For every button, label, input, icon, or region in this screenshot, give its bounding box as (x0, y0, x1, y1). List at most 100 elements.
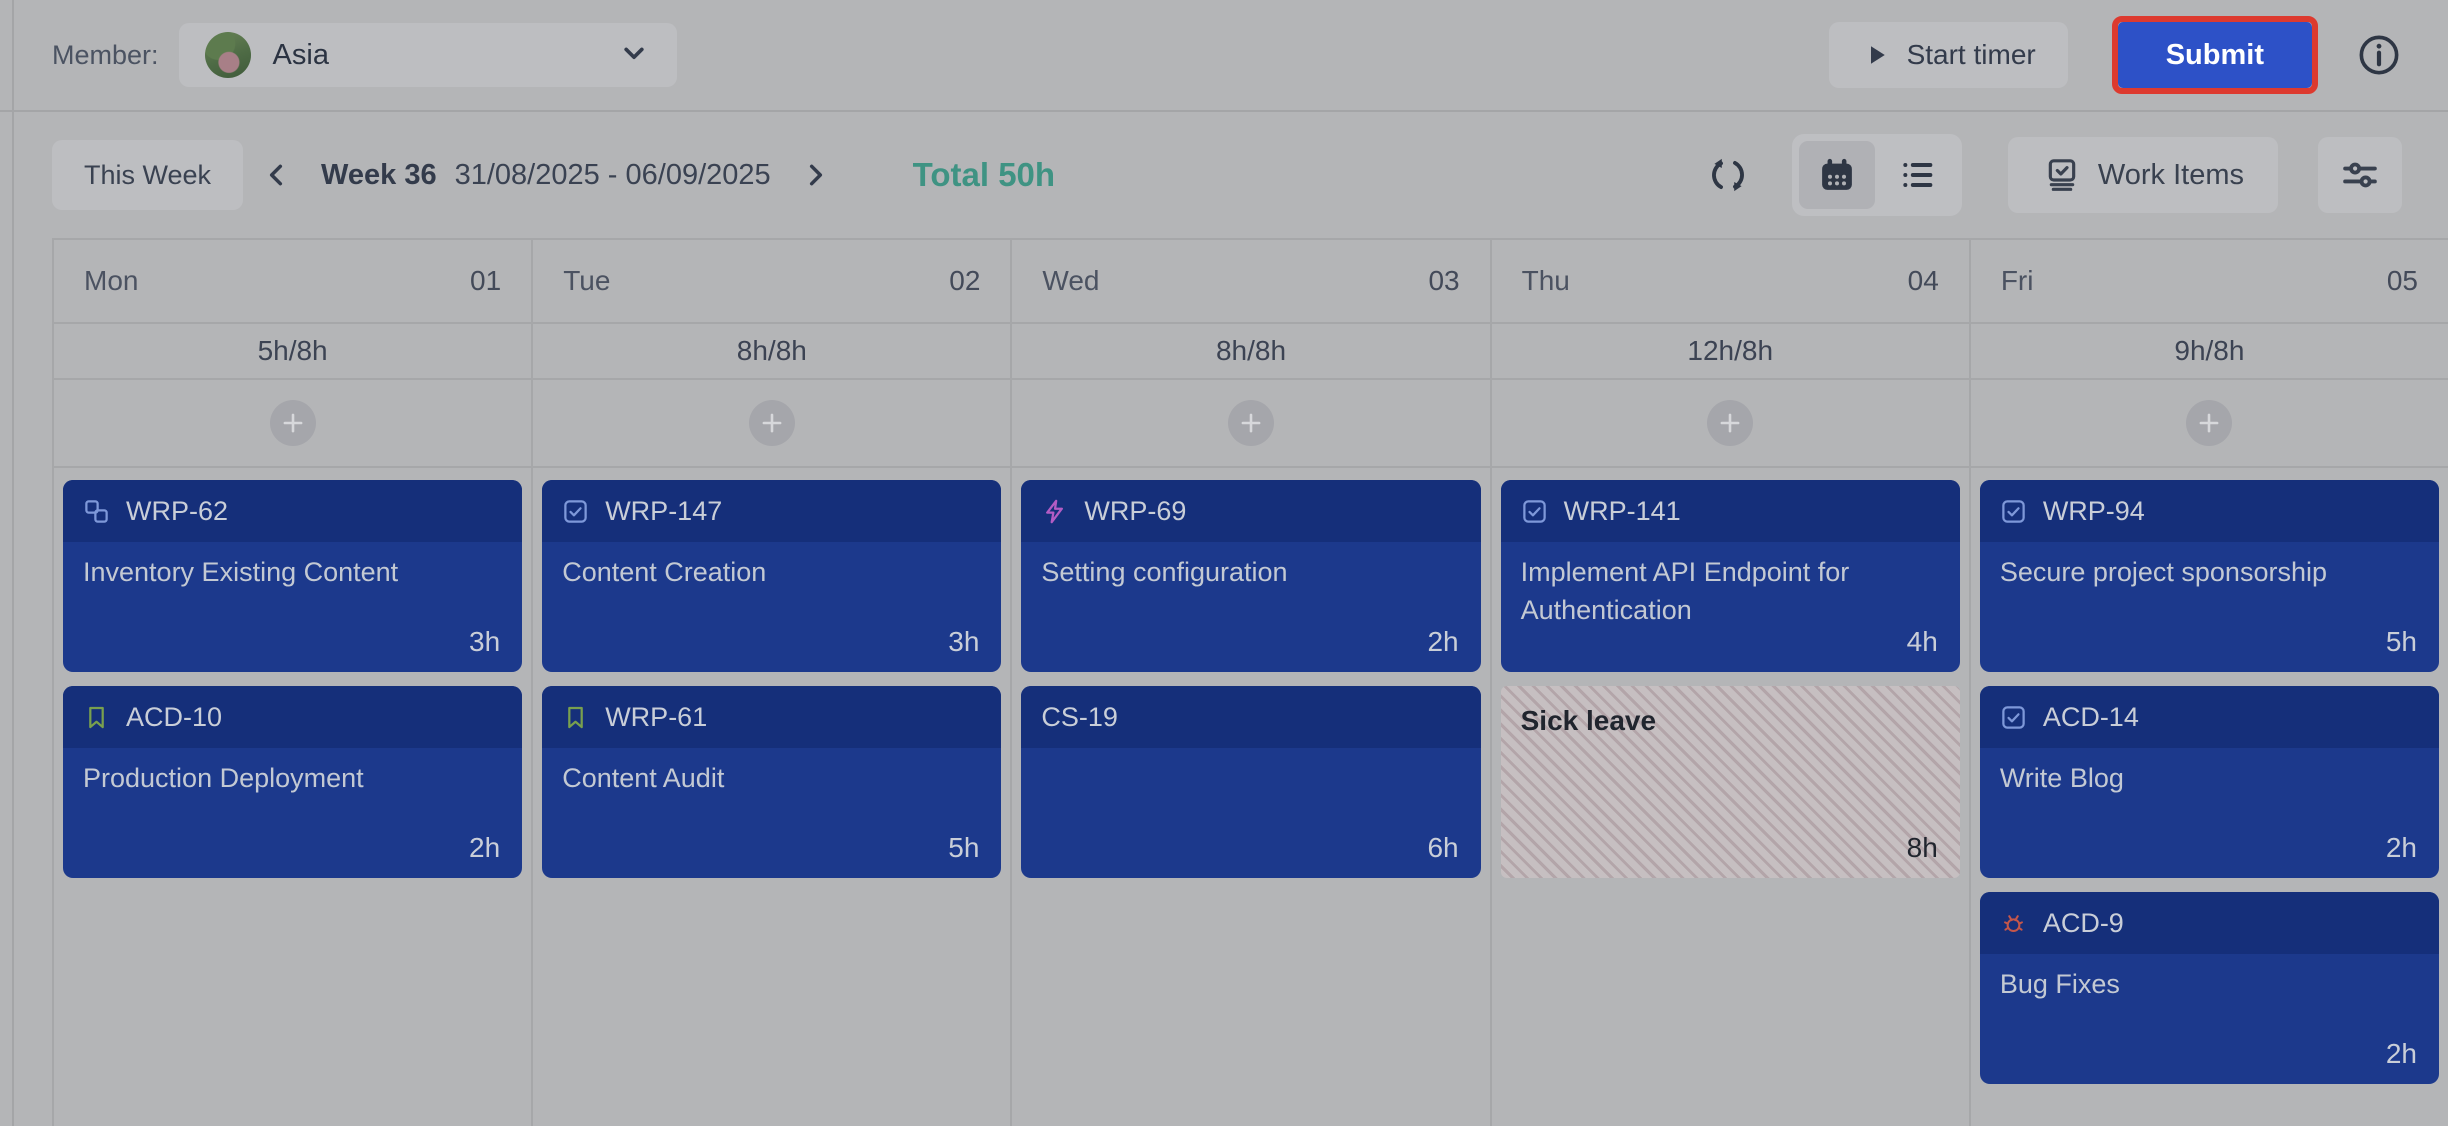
day-hours-summary: 8h/8h (1012, 324, 1490, 380)
plus-icon (280, 410, 306, 436)
day-column: Tue 02 8h/8h WRP-147 Content Creation 3h… (531, 240, 1011, 1126)
card-id: CS-19 (1041, 701, 1118, 732)
day-hours-label: 12h/8h (1687, 335, 1774, 366)
play-icon (1861, 40, 1891, 70)
card-hours: 2h (469, 832, 501, 863)
chevron-left-icon[interactable] (251, 149, 303, 201)
plus-icon (1717, 410, 1743, 436)
card-id: WRP-141 (1563, 495, 1681, 526)
week-number: Week 36 (321, 158, 437, 191)
window-edge (12, 0, 14, 1126)
add-entry-button[interactable] (748, 400, 795, 446)
work-items-button[interactable]: Work Items (2007, 137, 2278, 213)
add-entry-button[interactable] (2186, 400, 2233, 446)
day-number: 03 (1428, 265, 1460, 296)
card-title: Content Audit (562, 763, 725, 793)
list-view-button[interactable] (1879, 141, 1955, 209)
card-title: Secure project sponsorship (1999, 557, 2327, 587)
card-hours: 5h (948, 832, 980, 863)
day-column: Wed 03 8h/8h WRP-69 Setting configuratio… (1010, 240, 1490, 1126)
time-entry-card[interactable]: WRP-141 Implement API Endpoint for Authe… (1500, 480, 1960, 672)
top-bar: Member: Asia Start timer Submit (0, 0, 2448, 112)
card-header: WRP-61 (542, 686, 1002, 748)
card-hours: 2h (1427, 626, 1459, 657)
day-cards: WRP-69 Setting configuration 2h CS-19 6h (1012, 468, 1489, 890)
card-hours: 8h (1906, 832, 1938, 863)
day-number: 01 (470, 265, 502, 296)
card-id: WRP-62 (126, 495, 229, 526)
day-cards: WRP-94 Secure project sponsorship 5h ACD… (1971, 468, 2448, 1096)
card-id: WRP-69 (1084, 495, 1187, 526)
day-hours-label: 9h/8h (2174, 335, 2245, 366)
bookmark-icon (83, 704, 110, 731)
time-entry-card[interactable]: WRP-69 Setting configuration 2h (1021, 480, 1481, 672)
refresh-icon[interactable] (1706, 153, 1750, 197)
card-header: WRP-94 (1979, 480, 2440, 542)
time-entry-card[interactable]: WRP-61 Content Audit 5h (542, 686, 1002, 878)
card-header: ACD-9 (1979, 892, 2440, 954)
bug-icon (2000, 910, 2027, 937)
time-entry-card[interactable]: CS-19 6h (1021, 686, 1481, 878)
time-entry-card[interactable]: Sick leave 8h (1500, 686, 1960, 878)
chevron-right-icon[interactable] (789, 149, 841, 201)
time-entry-card[interactable]: WRP-147 Content Creation 3h (542, 480, 1002, 672)
day-hours-summary: 5h/8h (54, 324, 532, 380)
day-name: Mon (84, 265, 139, 296)
time-entry-card[interactable]: ACD-9 Bug Fixes 2h (1979, 892, 2440, 1084)
card-id: Sick leave (1520, 705, 1657, 736)
card-header: ACD-14 (1979, 686, 2440, 748)
card-title: Setting configuration (1041, 557, 1288, 587)
day-cards: WRP-62 Inventory Existing Content 3h ACD… (54, 468, 531, 890)
chevron-down-icon (617, 36, 651, 75)
bookmark-icon (562, 704, 589, 731)
card-hours: 2h (2385, 1038, 2418, 1069)
add-entry-button[interactable] (269, 400, 316, 446)
day-header: Wed 03 (1012, 240, 1490, 324)
this-week-button[interactable]: This Week (52, 140, 244, 210)
day-add-cell (533, 380, 1011, 468)
member-select[interactable]: Asia (178, 23, 677, 87)
card-hours: 3h (948, 626, 980, 657)
work-items-label: Work Items (2097, 158, 2244, 191)
day-hours-summary: 12h/8h (1491, 324, 1969, 380)
avatar (204, 32, 251, 78)
card-title: Production Deployment (83, 763, 364, 793)
work-items-icon (2042, 155, 2082, 195)
start-timer-button[interactable]: Start timer (1828, 22, 2068, 88)
plus-icon (759, 410, 785, 436)
member-name: Asia (272, 38, 329, 71)
day-add-cell (1012, 380, 1490, 468)
check-icon (2000, 704, 2027, 731)
card-header: WRP-62 (63, 480, 523, 542)
time-entry-card[interactable]: ACD-14 Write Blog 2h (1979, 686, 2440, 878)
day-column: Mon 01 5h/8h WRP-62 Inventory Existing C… (52, 240, 532, 1126)
card-hours: 3h (469, 626, 501, 657)
card-hours: 4h (1906, 626, 1938, 657)
add-entry-button[interactable] (1707, 400, 1754, 446)
card-id: WRP-94 (2042, 495, 2145, 526)
submit-button[interactable]: Submit (2117, 22, 2312, 88)
time-entry-card[interactable]: WRP-62 Inventory Existing Content 3h (63, 480, 523, 672)
start-timer-label: Start timer (1906, 39, 2036, 70)
filters-button[interactable] (2318, 137, 2402, 213)
view-toggle (1791, 134, 1962, 216)
card-title: Implement API Endpoint for Authenticatio… (1520, 557, 1850, 625)
card-title: Write Blog (1999, 763, 2124, 793)
card-title: Bug Fixes (1999, 969, 2120, 999)
day-header: Tue 02 (533, 240, 1011, 324)
plus-icon (2196, 410, 2222, 436)
day-name: Fri (2000, 265, 2034, 296)
subtask-icon (83, 498, 110, 525)
card-title: Content Creation (562, 557, 767, 587)
card-id: WRP-147 (605, 495, 723, 526)
calendar-view-button[interactable] (1798, 141, 1875, 209)
check-icon (2000, 498, 2027, 525)
day-hours-summary: 8h/8h (533, 324, 1011, 380)
info-icon[interactable] (2356, 32, 2402, 78)
time-entry-card[interactable]: WRP-94 Secure project sponsorship 5h (1979, 480, 2440, 672)
add-entry-button[interactable] (1228, 400, 1274, 446)
time-entry-card[interactable]: ACD-10 Production Deployment 2h (63, 686, 523, 878)
card-header: WRP-141 (1500, 480, 1960, 542)
check-icon (1521, 498, 1548, 525)
day-hours-label: 8h/8h (1215, 335, 1287, 366)
